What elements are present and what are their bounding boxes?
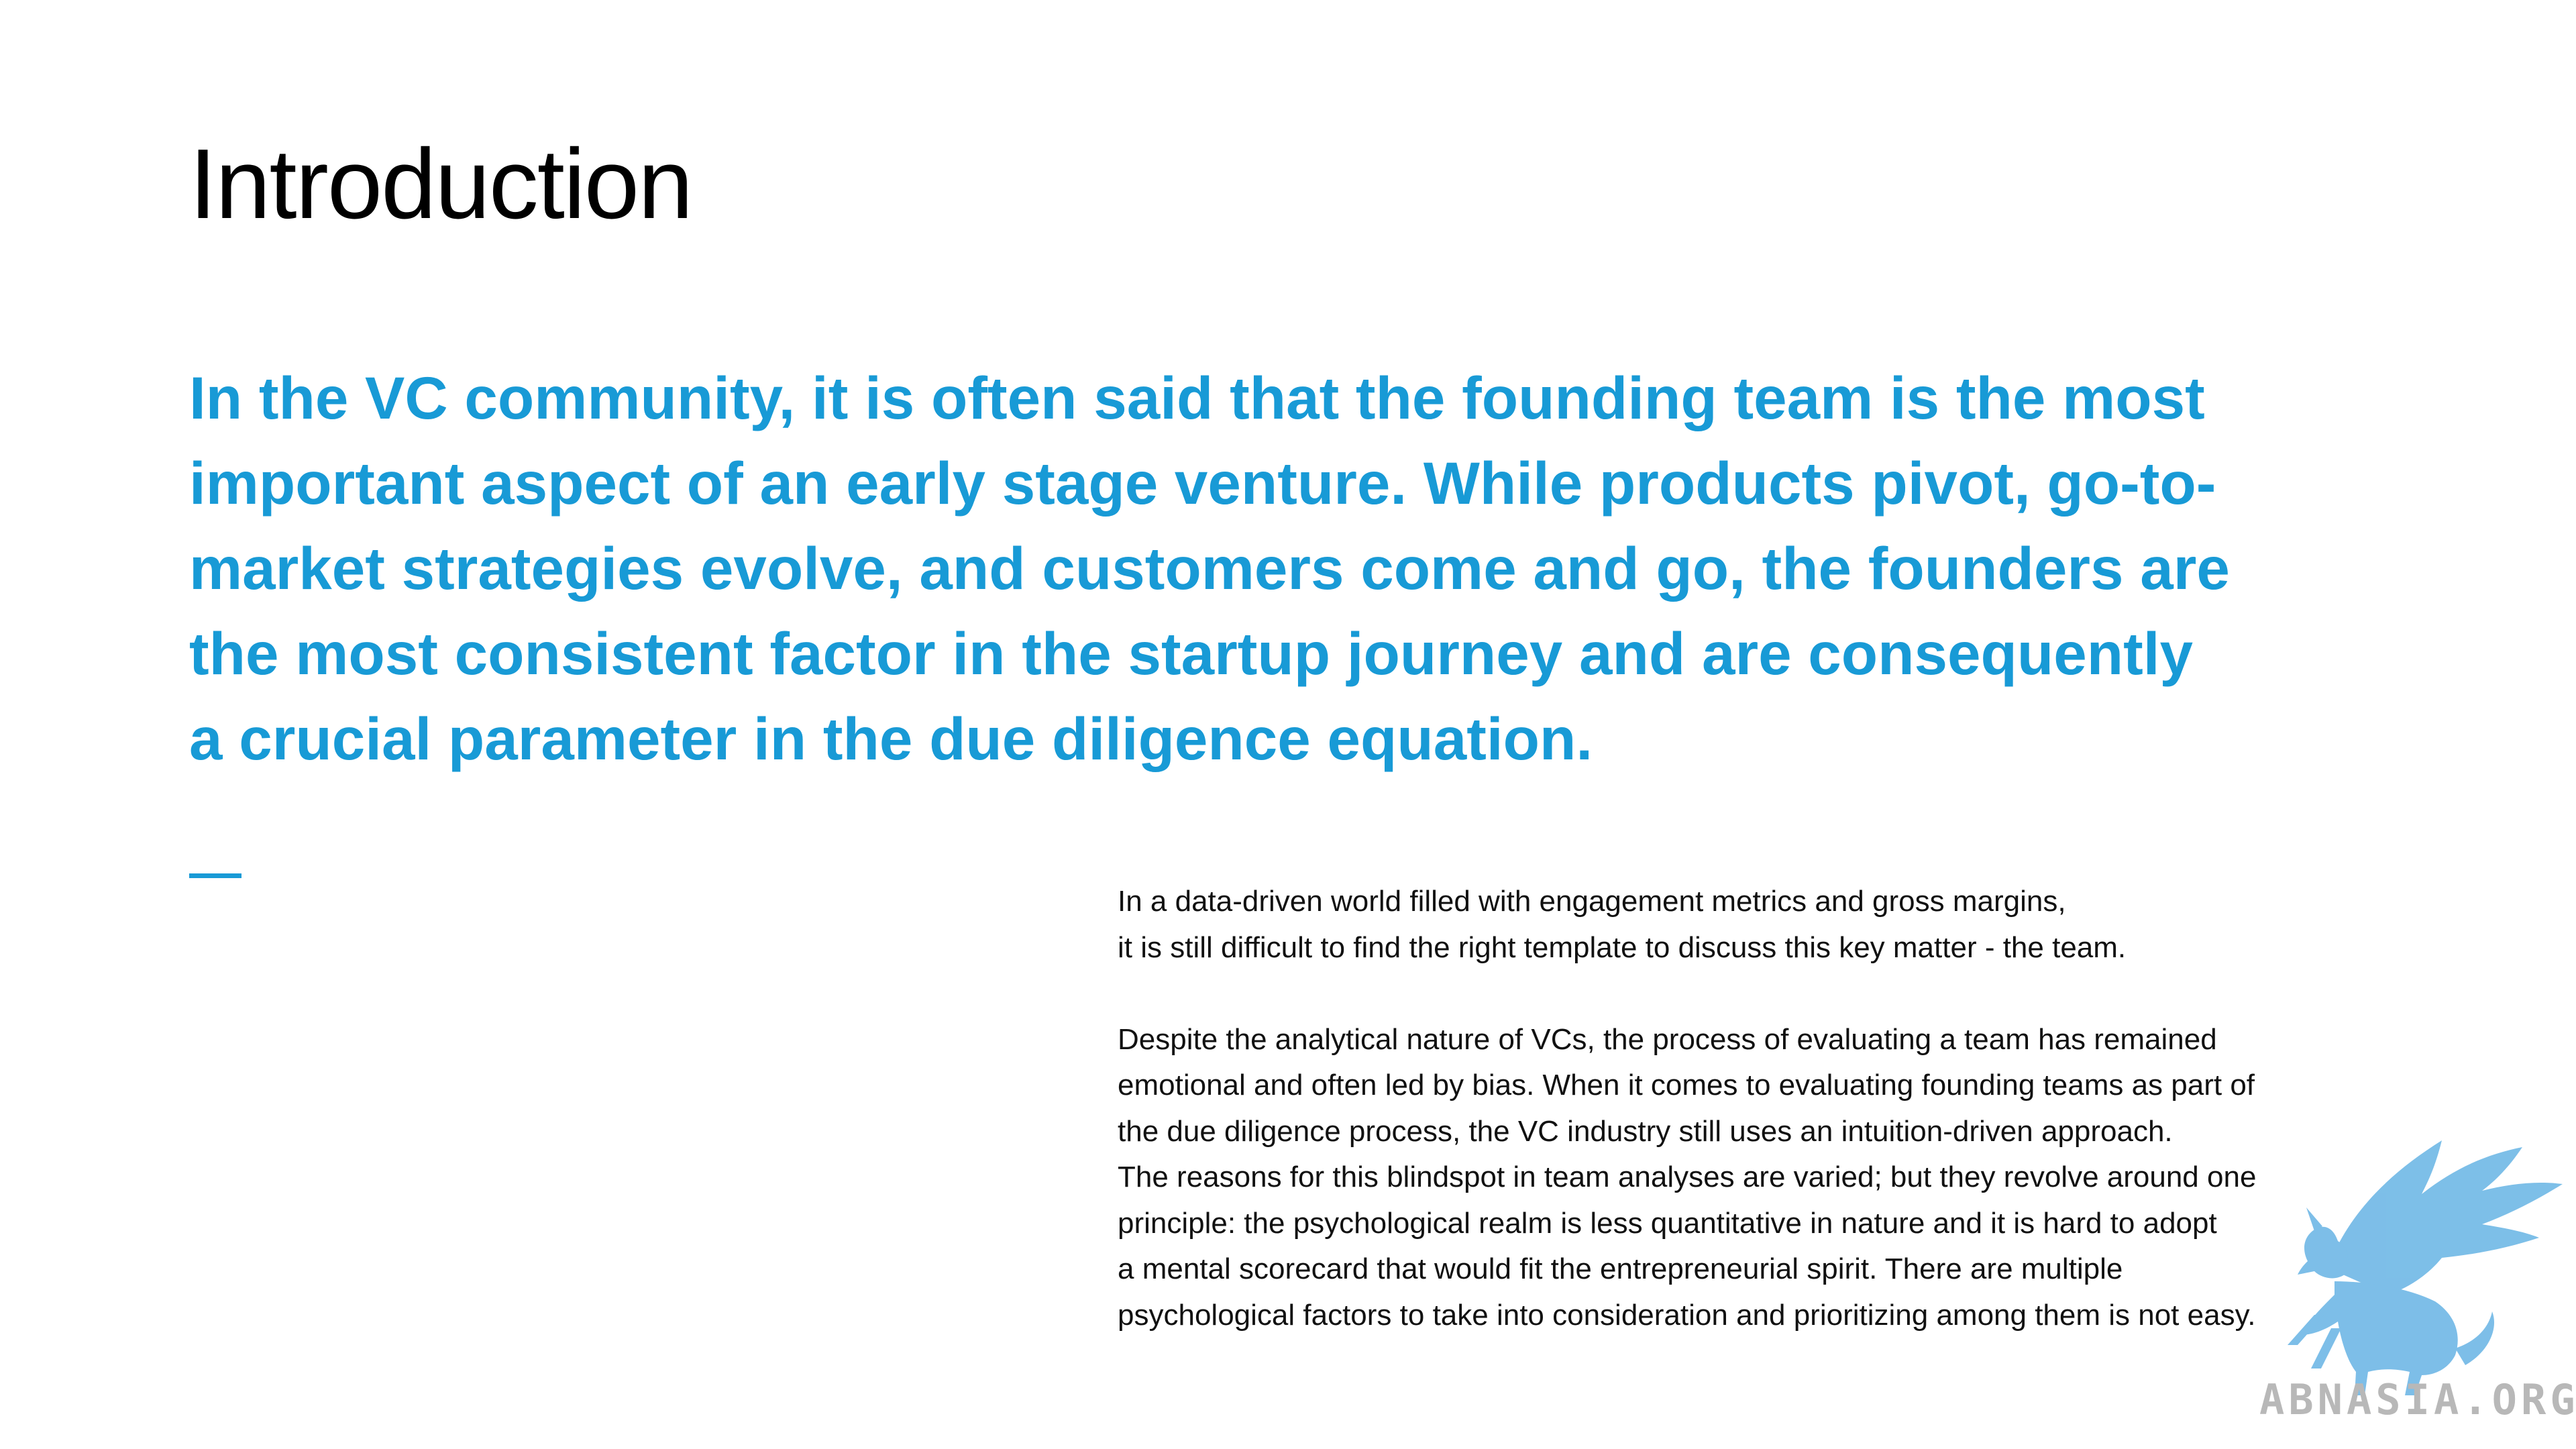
slide-title: Introduction xyxy=(189,129,693,239)
body-line: the due diligence process, the VC indust… xyxy=(1118,1114,2173,1148)
griffin-logo-icon xyxy=(2288,1140,2563,1395)
body-line: a mental scorecard that would fit the en… xyxy=(1118,1252,2123,1285)
body-line: In a data-driven world filled with engag… xyxy=(1118,885,2066,918)
paragraph-gap xyxy=(1118,971,2459,1017)
body-line: principle: the psychological realm is le… xyxy=(1118,1206,2217,1240)
body-line: psychological factors to take into consi… xyxy=(1118,1298,2256,1332)
body-line: emotional and often led by bias. When it… xyxy=(1118,1069,2255,1102)
body-line: it is still difficult to find the right … xyxy=(1118,930,2127,964)
body-line: The reasons for this blindspot in team a… xyxy=(1118,1161,2257,1193)
lead-line: market strategies evolve, and customers … xyxy=(189,535,2230,602)
lead-paragraph: In the VC community, it is often said th… xyxy=(189,356,2403,782)
lead-line: In the VC community, it is often said th… xyxy=(189,364,2205,431)
watermark-text: ABNASIA.ORG xyxy=(2259,1375,2576,1424)
accent-dash xyxy=(189,873,241,878)
body-line: Despite the analytical nature of VCs, th… xyxy=(1118,1022,2217,1056)
lead-line: a crucial parameter in the due diligence… xyxy=(189,705,1593,772)
lead-line: important aspect of an early stage ventu… xyxy=(189,449,2216,517)
lead-line: the most consistent factor in the startu… xyxy=(189,620,2193,687)
body-text: In a data-driven world filled with engag… xyxy=(1118,879,2459,1338)
